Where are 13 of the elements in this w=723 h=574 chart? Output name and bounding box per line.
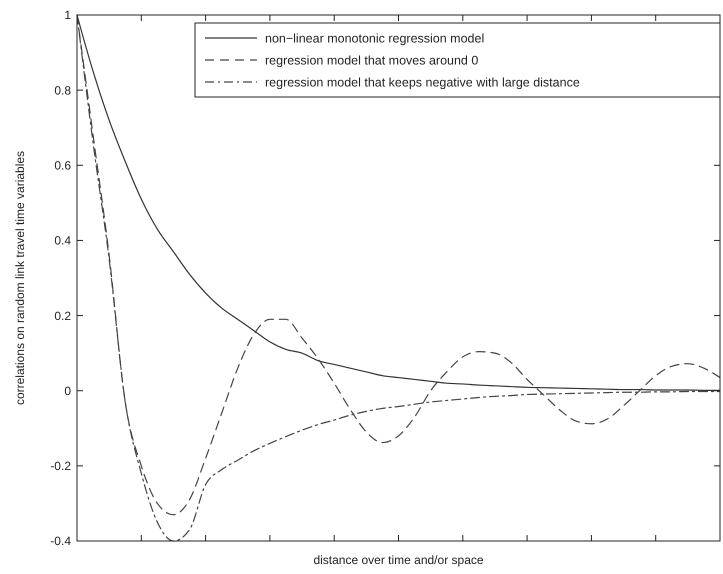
y-tick-label: 0: [64, 384, 72, 398]
y-tick-label: -0.4: [50, 534, 72, 548]
y-axis-title: correlations on random link travel time variables: [13, 150, 27, 406]
y-tick-label: 0.4: [54, 234, 72, 248]
y-tick-label: 0.6: [54, 158, 72, 172]
legend-label: regression model that moves around 0: [265, 53, 478, 68]
y-tick-label: 0.8: [54, 83, 72, 98]
y-tick-label: -0.2: [50, 459, 72, 474]
y-tick-label: 0.2: [54, 308, 72, 323]
x-axis-title: distance over time and/or space: [313, 553, 484, 567]
legend-label: non−linear monotonic regression model: [265, 31, 484, 46]
y-tick-label: 1: [64, 8, 72, 22]
legend-label: regression model that keeps negative with large distance: [265, 75, 580, 90]
